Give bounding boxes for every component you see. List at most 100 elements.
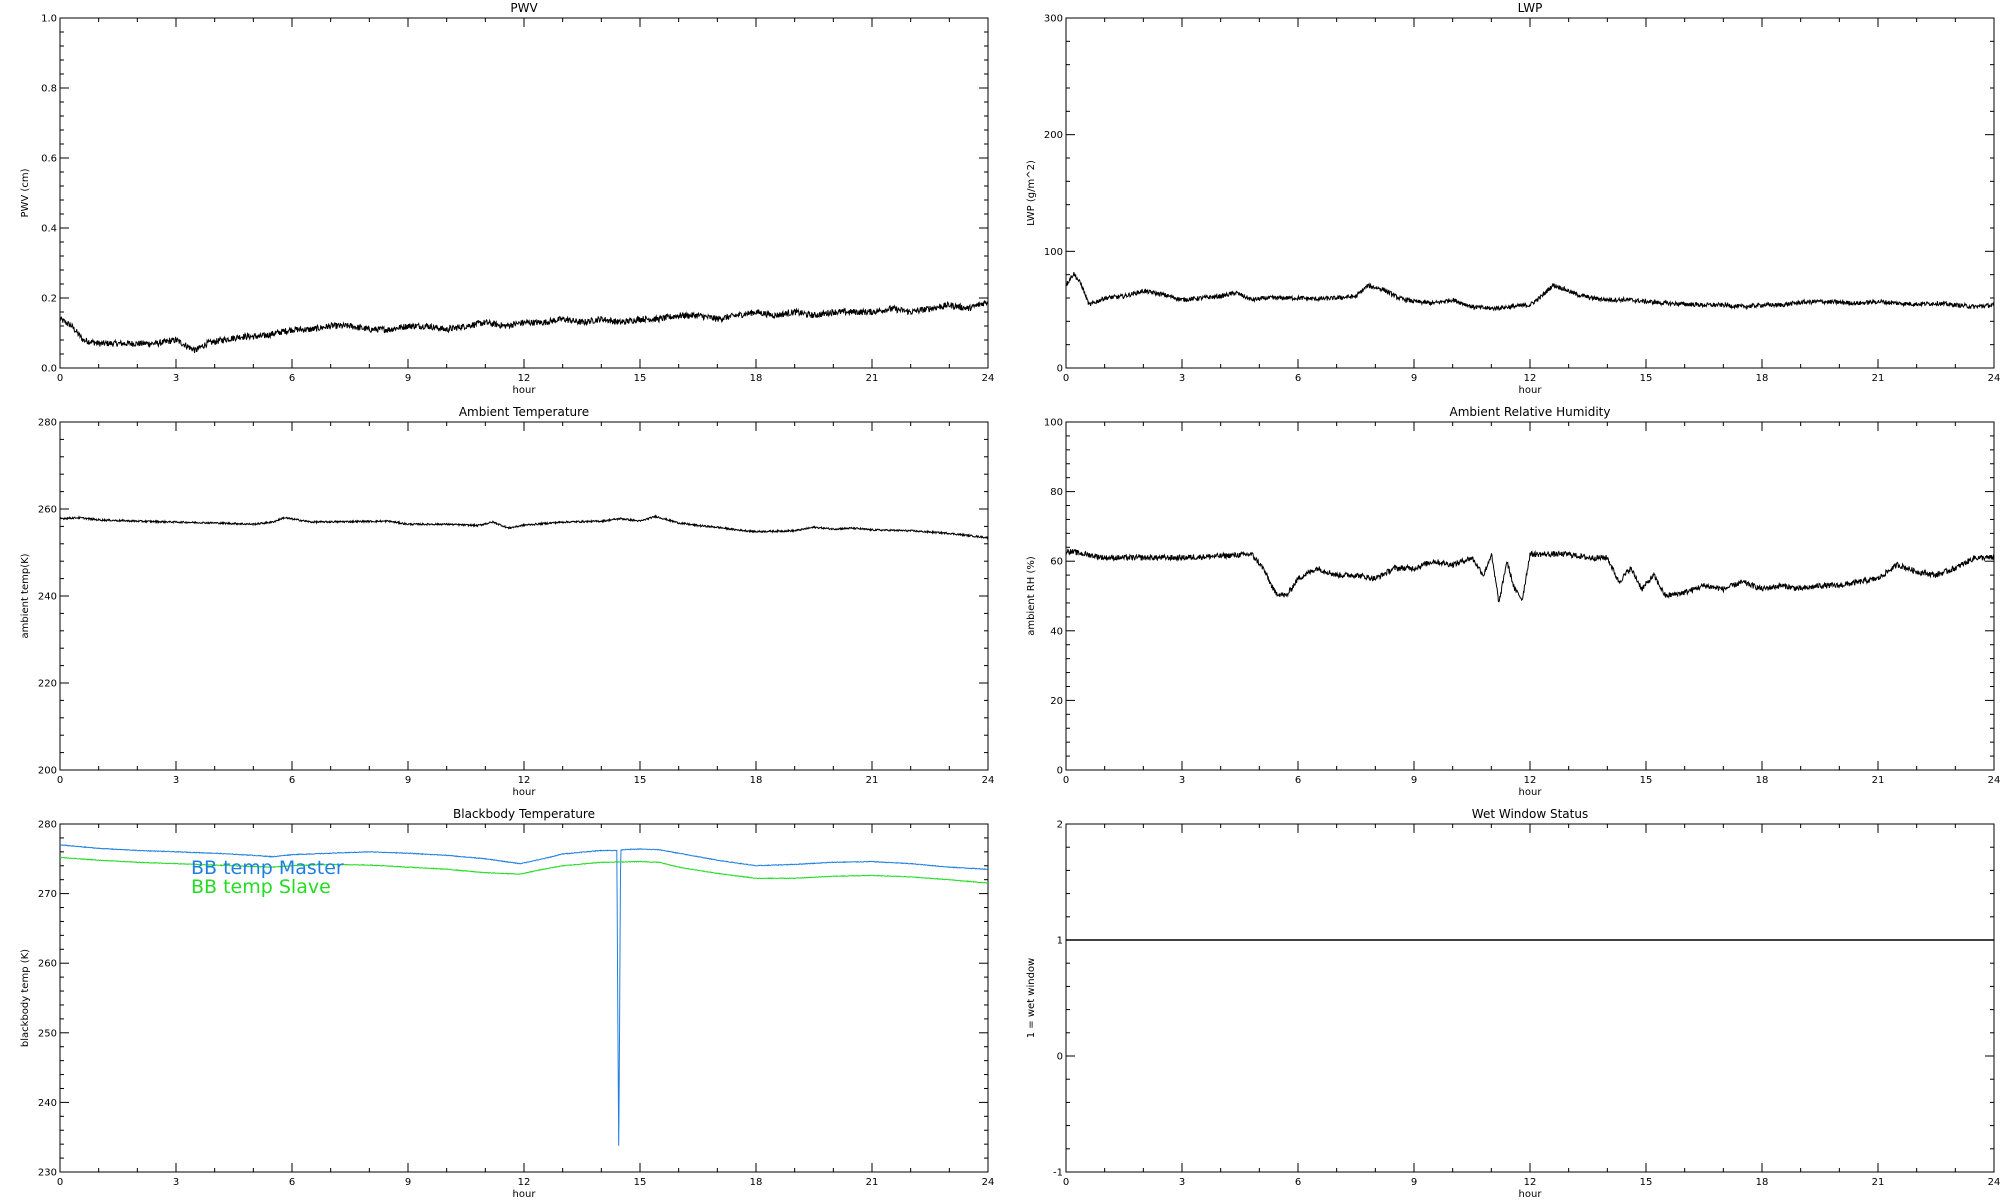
y-tick-label: 280 (38, 820, 57, 831)
x-tick-label: 0 (57, 1177, 63, 1188)
x-tick-label: 9 (405, 373, 411, 384)
y-tick-label: 240 (38, 1098, 57, 1109)
y-axis-label: PWV (cm) (20, 168, 31, 217)
y-axis-label: 1 = wet window (1026, 958, 1037, 1038)
y-tick-label: 100 (1044, 247, 1063, 258)
x-tick-label: 6 (1295, 775, 1301, 786)
x-tick-label: 9 (405, 775, 411, 786)
x-axis-label: hour (1519, 787, 1543, 798)
series-line-1 (60, 514, 988, 541)
y-axis-label: blackbody temp (K) (20, 949, 31, 1047)
x-tick-label: 24 (1988, 1177, 2000, 1188)
x-tick-label: 15 (634, 775, 647, 786)
x-tick-label: 12 (518, 1177, 531, 1188)
y-tick-label: 2 (1057, 820, 1063, 831)
y-tick-label: 280 (38, 418, 57, 429)
y-tick-label: 0.6 (41, 154, 57, 165)
y-axis-label: LWP (g/m^2) (1026, 160, 1037, 226)
chart-panel-1: PWV 0 3 6 9 12 15 18 21 24 hour 0.0 0.2 0.4 0.6 0.8 1.0 P… (20, 1, 994, 396)
x-tick-label: 21 (1872, 775, 1885, 786)
x-tick-label: 0 (1063, 1177, 1069, 1188)
chart-panel-2: LWP 0 3 6 9 12 15 18 21 24 hour 0 100 200 300 LWP (g/m^… (1026, 1, 2000, 396)
x-tick-label: 15 (1640, 373, 1653, 384)
plot-frame (1065, 17, 1995, 369)
legend-entry-2: BB temp Slave (191, 876, 331, 898)
series-line-1 (1066, 272, 1994, 312)
y-tick-label: 200 (38, 766, 57, 777)
x-axis-label: hour (513, 1189, 537, 1200)
x-axis-label: hour (513, 385, 537, 396)
x-tick-label: 6 (1295, 373, 1301, 384)
chart-panel-5: Blackbody Temperature 0 3 6 9 12 15 18 21 24 hour 2… (20, 807, 994, 1200)
y-tick-label: 1 (1057, 936, 1063, 947)
y-tick-label: 0.0 (41, 364, 57, 375)
x-tick-label: 15 (634, 1177, 647, 1188)
x-tick-label: 6 (289, 373, 295, 384)
y-tick-label: 260 (38, 959, 57, 970)
x-tick-label: 3 (173, 373, 179, 384)
x-tick-label: 18 (750, 775, 763, 786)
plot-frame (1065, 421, 1995, 771)
y-tick-label: 100 (1044, 418, 1063, 429)
x-tick-label: 0 (1063, 373, 1069, 384)
x-tick-label: 12 (518, 775, 531, 786)
y-axis-label: ambient temp(K) (20, 553, 31, 638)
y-tick-label: 220 (38, 679, 57, 690)
chart-title: Ambient Relative Humidity (1450, 405, 1611, 419)
x-tick-label: 0 (57, 775, 63, 786)
y-tick-label: 1.0 (41, 14, 57, 25)
x-tick-label: 21 (1872, 373, 1885, 384)
chart-panel-3: Ambient Temperature 0 3 6 9 12 15 18 21 24 hour 200… (20, 405, 994, 798)
x-tick-label: 12 (518, 373, 531, 384)
y-tick-label: 0.2 (41, 294, 57, 305)
x-tick-label: 0 (1063, 775, 1069, 786)
x-tick-label: 3 (173, 1177, 179, 1188)
x-tick-label: 21 (866, 373, 879, 384)
x-tick-label: 24 (982, 1177, 995, 1188)
y-tick-label: 0 (1057, 1052, 1063, 1063)
y-tick-label: 0 (1057, 364, 1063, 375)
chart-title: Wet Window Status (1472, 807, 1588, 821)
y-tick-label: 260 (38, 505, 57, 516)
x-axis-label: hour (1519, 385, 1543, 396)
chart-title: LWP (1518, 1, 1543, 15)
chart-title: Blackbody Temperature (453, 807, 595, 821)
series-line-1 (60, 844, 988, 1146)
x-tick-label: 6 (289, 775, 295, 786)
x-tick-label: 21 (866, 1177, 879, 1188)
x-tick-label: 15 (1640, 1177, 1653, 1188)
y-tick-label: 300 (1044, 14, 1063, 25)
y-tick-label: 20 (1050, 696, 1063, 707)
x-tick-label: 12 (1524, 373, 1537, 384)
x-tick-label: 3 (173, 775, 179, 786)
y-tick-label: 40 (1050, 626, 1063, 637)
y-axis-label: ambient RH (%) (1026, 556, 1037, 636)
series-line-1 (1066, 548, 1994, 603)
x-tick-label: 18 (1756, 1177, 1769, 1188)
x-tick-label: 24 (1988, 373, 2000, 384)
x-tick-label: 6 (1295, 1177, 1301, 1188)
x-tick-label: 24 (1988, 775, 2000, 786)
plot-frame (1065, 823, 1995, 1173)
x-tick-label: 9 (1411, 1177, 1417, 1188)
x-tick-label: 18 (750, 1177, 763, 1188)
y-tick-label: 240 (38, 592, 57, 603)
x-tick-label: 24 (982, 373, 995, 384)
x-tick-label: 3 (1179, 775, 1185, 786)
x-tick-label: 3 (1179, 373, 1185, 384)
chart-title: Ambient Temperature (459, 405, 589, 419)
series-line-1 (60, 299, 988, 354)
x-tick-label: 24 (982, 775, 995, 786)
y-tick-label: 230 (38, 1168, 57, 1179)
y-tick-label: 250 (38, 1028, 57, 1039)
x-tick-label: 3 (1179, 1177, 1185, 1188)
chart-title: PWV (510, 1, 538, 15)
x-tick-label: 15 (634, 373, 647, 384)
x-tick-label: 12 (1524, 775, 1537, 786)
plot-frame (59, 421, 989, 771)
x-tick-label: 9 (1411, 373, 1417, 384)
x-tick-label: 18 (1756, 373, 1769, 384)
x-tick-label: 21 (1872, 1177, 1885, 1188)
